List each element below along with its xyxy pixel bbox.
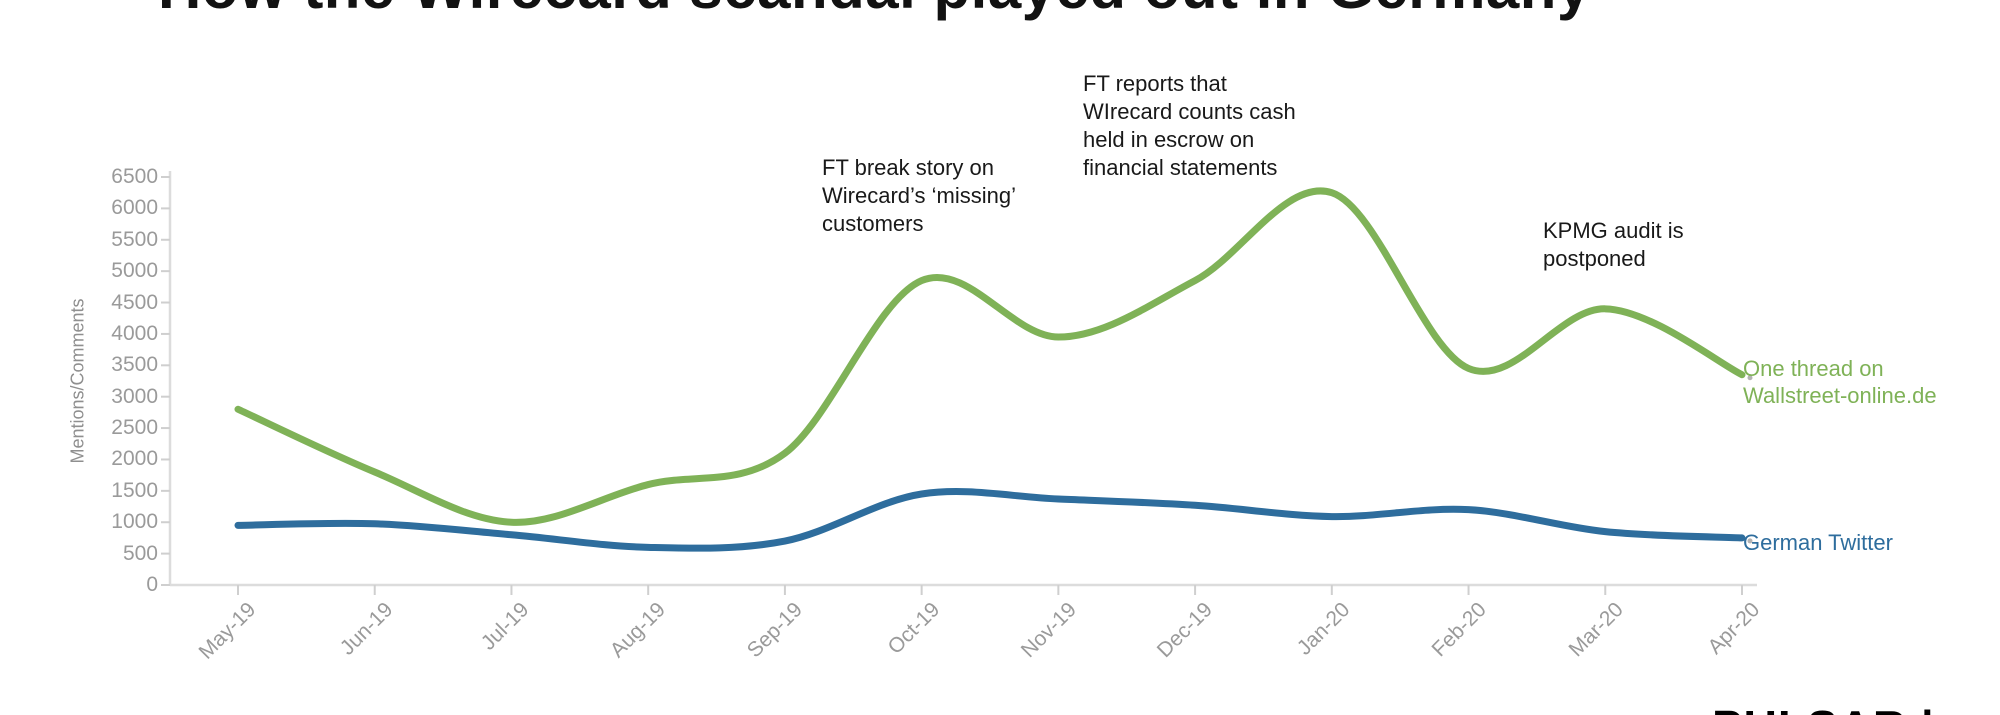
annotation-kpmg-audit: KPMG audit is postponed — [1543, 218, 1684, 271]
series-line-wallstreet-online — [234, 187, 1746, 526]
y-tick-label: 6000 — [111, 196, 158, 220]
y-tick-label: 3000 — [111, 384, 158, 408]
y-tick-label: 1500 — [111, 478, 158, 502]
y-axis-title: Mentions/Comments — [67, 298, 88, 464]
pulsar-logo: PULSAR | — [1712, 700, 1935, 715]
y-tick-label: 500 — [122, 541, 158, 565]
page-title: How the Wirecard scandal played out in G… — [158, 0, 1591, 22]
y-tick-label: 6500 — [111, 165, 158, 188]
y-tick-label: 2500 — [111, 416, 158, 440]
y-tick-label: 4000 — [111, 321, 158, 345]
series-label-german-twitter: German Twitter — [1743, 530, 1893, 555]
y-tick-label: 4500 — [111, 290, 158, 314]
annotation-ft-reports-escrow: FT reports that WIrecard counts cash hel… — [1083, 71, 1296, 180]
series-label-wallstreet-online: One thread on Wallstreet-online.de — [1743, 356, 1937, 408]
series-end-dot — [1747, 375, 1753, 381]
y-tick-label: 5500 — [111, 227, 158, 251]
annotation-ft-break-story: FT break story on Wirecard’s ‘missing’ c… — [822, 155, 1016, 236]
y-tick-label: 2000 — [111, 447, 158, 471]
series-end-dot — [1747, 538, 1753, 544]
series-line-german-twitter — [234, 488, 1746, 552]
y-tick-label: 3500 — [111, 353, 158, 377]
y-tick-label: 5000 — [111, 259, 158, 283]
y-tick-label: 1000 — [111, 510, 158, 534]
y-tick-label: 0 — [146, 573, 158, 596]
